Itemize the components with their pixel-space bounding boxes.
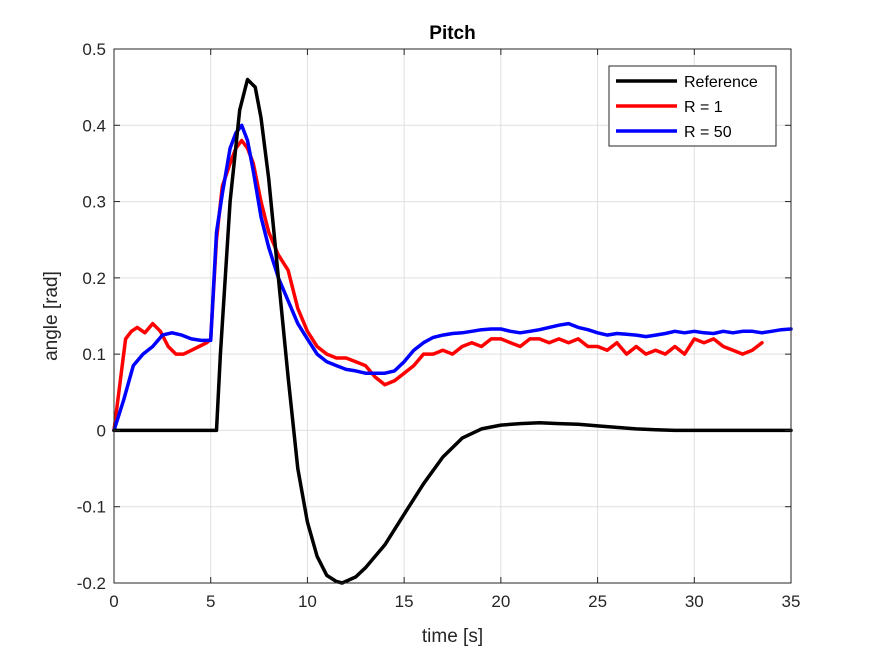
y-tick-label: -0.1 (77, 498, 106, 517)
y-tick-label: 0.4 (82, 116, 106, 135)
y-axis-label: angle [rad] (41, 271, 62, 361)
series-line-r-50 (112, 123, 793, 433)
x-tick-label: 0 (109, 592, 118, 611)
x-axis-label: time [s] (422, 626, 483, 647)
x-tick-label: 15 (395, 592, 414, 611)
x-tick-label: 5 (206, 592, 215, 611)
x-tick-label: 20 (491, 592, 510, 611)
plot-frame (113, 48, 792, 584)
y-tick-label: 0.3 (82, 193, 106, 212)
y-tick-label: 0.5 (82, 40, 106, 59)
x-tick-label: 30 (685, 592, 704, 611)
y-tick-label: 0.1 (82, 345, 106, 364)
series-lines (112, 77, 793, 585)
chart-title: Pitch (429, 23, 475, 44)
x-tick-label: 35 (782, 592, 801, 611)
x-tick-label: 25 (588, 592, 607, 611)
tick-labels: 0 5 10 15 20 25 30 35 -0.2 -0.1 0 0.1 0.2 0.3 0.4 0.5 (77, 40, 801, 611)
axis-ticks (113, 48, 792, 584)
series-line-r-1 (112, 138, 764, 433)
x-tick-label: 10 (298, 592, 317, 611)
legend: Reference R = 1 R = 50 (608, 65, 777, 147)
y-tick-label: 0.2 (82, 269, 106, 288)
legend-label-r50: R = 50 (684, 124, 732, 141)
y-tick-label: -0.2 (77, 574, 106, 593)
y-tick-label: 0 (97, 421, 106, 440)
legend-label-r1: R = 1 (684, 99, 723, 116)
series-line-reference (112, 77, 793, 585)
legend-label-reference: Reference (684, 74, 758, 91)
